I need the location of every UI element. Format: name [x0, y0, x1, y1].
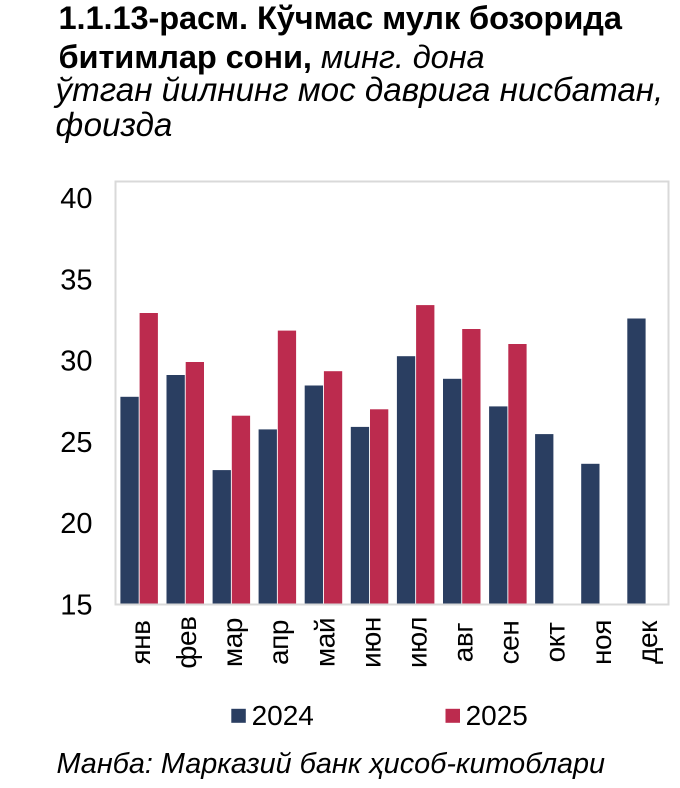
svg-text:мар: мар	[217, 618, 248, 667]
svg-text:2025: 2025	[466, 700, 528, 731]
svg-text:апр: апр	[263, 620, 294, 665]
svg-text:июн: июн	[355, 617, 386, 668]
svg-text:май: май	[309, 618, 340, 667]
svg-text:20: 20	[60, 508, 92, 540]
svg-text:фев: фев	[171, 616, 202, 668]
svg-text:30: 30	[60, 346, 92, 378]
svg-text:дек: дек	[632, 620, 663, 664]
svg-text:25: 25	[60, 427, 92, 459]
svg-text:июл: июл	[402, 617, 433, 668]
svg-text:сен: сен	[494, 621, 525, 665]
svg-text:ноя: ноя	[586, 620, 617, 665]
svg-text:40: 40	[60, 183, 92, 215]
svg-text:35: 35	[60, 264, 92, 296]
svg-text:авг: авг	[448, 623, 479, 663]
svg-text:окт: окт	[540, 622, 571, 662]
svg-text:15: 15	[60, 590, 92, 622]
svg-text:2024: 2024	[252, 700, 314, 731]
svg-text:янв: янв	[125, 620, 156, 664]
